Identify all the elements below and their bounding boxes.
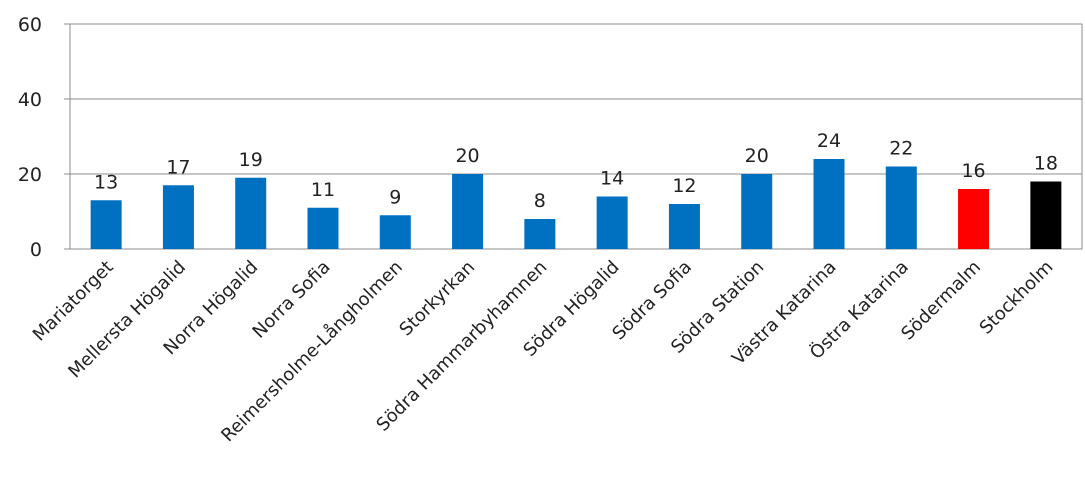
y-tick-label: 40 [18, 89, 42, 111]
bar [235, 177, 267, 249]
bar [452, 174, 484, 249]
bar [885, 166, 917, 249]
data-label: 24 [817, 130, 841, 152]
bar [524, 219, 556, 249]
bar [1030, 181, 1062, 249]
bar [958, 189, 990, 249]
bar [90, 200, 122, 249]
data-label: 8 [534, 190, 546, 212]
bar [668, 204, 700, 249]
y-tick-label: 20 [18, 164, 42, 186]
bar [162, 185, 194, 249]
y-tick-label: 0 [30, 239, 42, 261]
data-label: 20 [455, 145, 479, 167]
data-label: 18 [1034, 153, 1058, 175]
data-label: 9 [389, 186, 401, 208]
data-label: 14 [600, 168, 624, 190]
bar [379, 215, 411, 249]
data-label: 17 [166, 156, 190, 178]
bar [741, 174, 773, 249]
x-category-label: Stockholm [976, 257, 1058, 339]
bar [596, 196, 628, 249]
data-label: 13 [94, 171, 118, 193]
plot-area [69, 23, 1083, 250]
data-label: 11 [311, 179, 335, 201]
bar [307, 207, 339, 249]
data-label: 16 [961, 160, 985, 182]
data-label: 20 [745, 145, 769, 167]
bar [813, 159, 845, 249]
grid-layer [64, 23, 1083, 250]
data-label: 19 [239, 149, 263, 171]
data-label: 12 [672, 175, 696, 197]
y-tick-label: 60 [18, 14, 42, 36]
bar-layer [90, 159, 1062, 249]
data-label: 22 [889, 138, 913, 160]
